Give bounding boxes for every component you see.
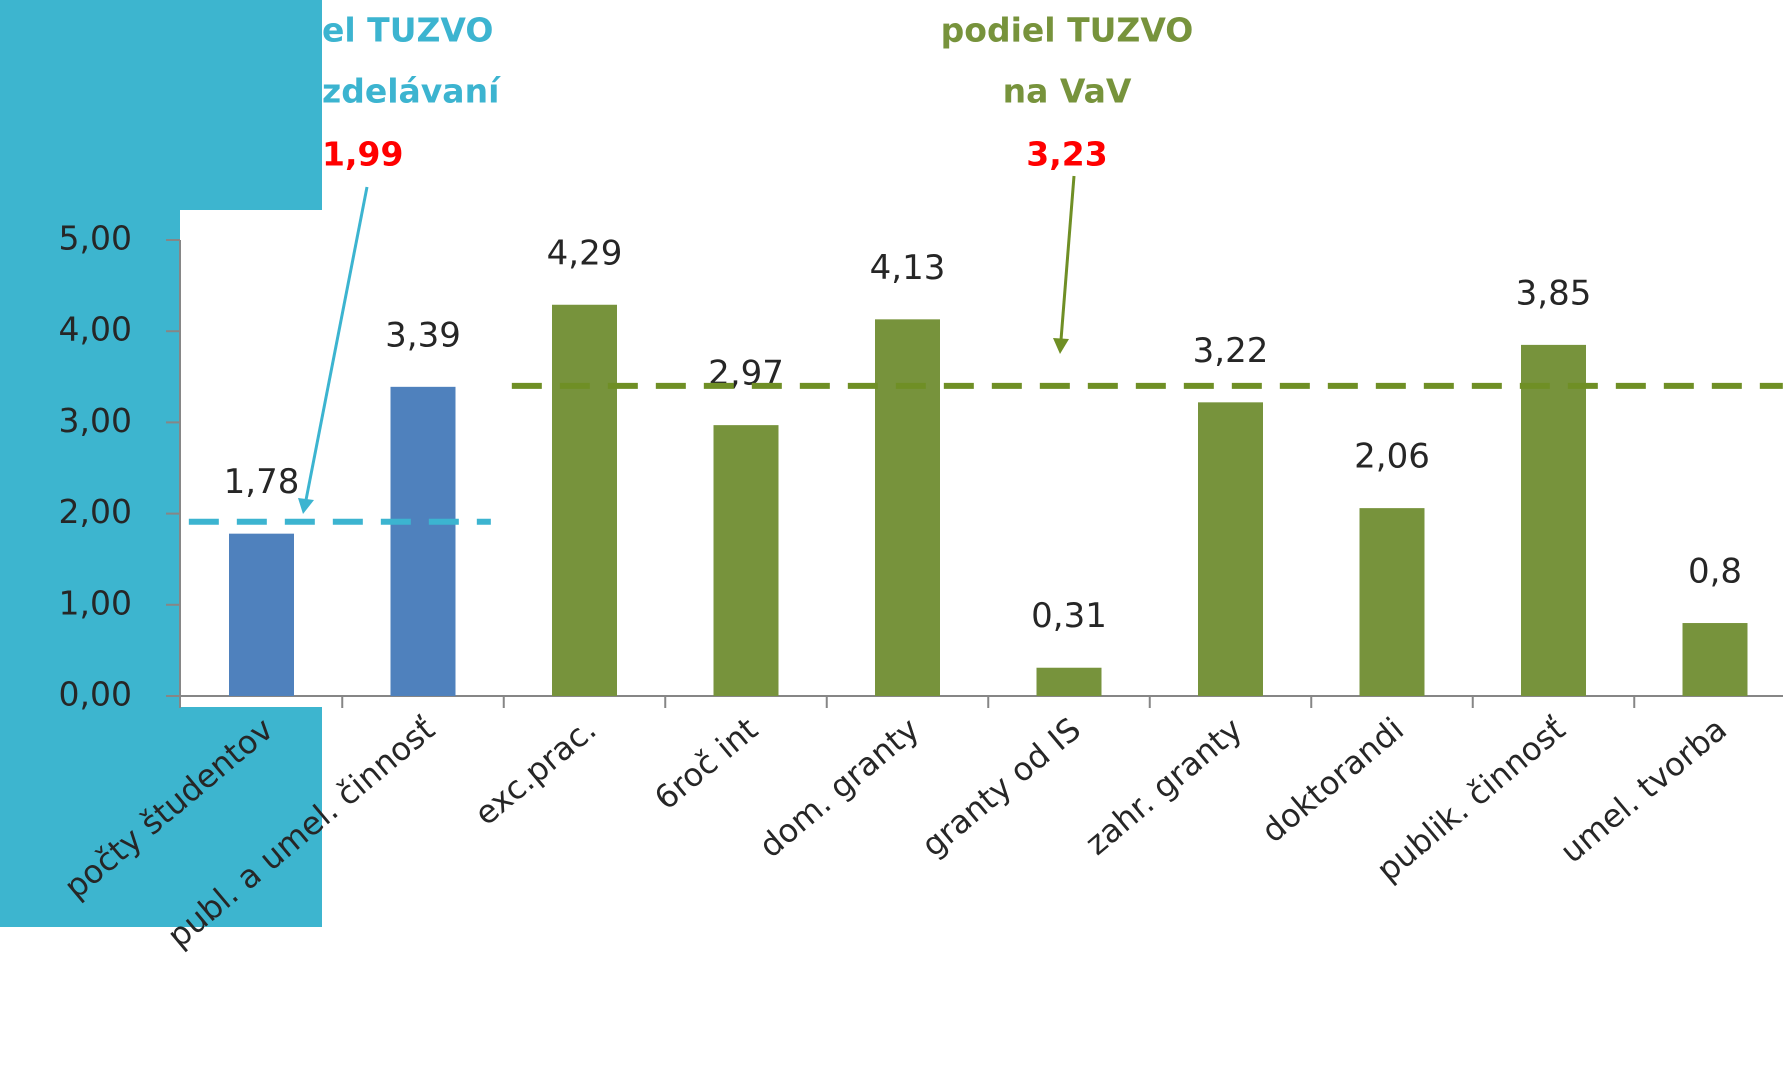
y-tick-label: 4,00 bbox=[59, 310, 132, 349]
arrow-head bbox=[298, 498, 314, 514]
annotation: el TUZVO bbox=[322, 11, 493, 50]
bar bbox=[1036, 667, 1102, 696]
annotation-value: 1,99 bbox=[322, 135, 403, 174]
value-label: 4,29 bbox=[547, 233, 623, 273]
bar bbox=[229, 533, 294, 696]
x-tick-label: doktorandi bbox=[1254, 710, 1411, 850]
x-tick-label: umel. tvorba bbox=[1553, 710, 1734, 871]
y-tick-label: 2,00 bbox=[59, 492, 132, 531]
x-tick-label: exc.prac. bbox=[467, 710, 603, 833]
arrow-head bbox=[1053, 338, 1069, 354]
x-tick-label: 6roč int bbox=[647, 710, 765, 817]
y-tick-label: 0,00 bbox=[59, 675, 132, 714]
y-tick-label: 3,00 bbox=[59, 401, 132, 440]
bar bbox=[1682, 623, 1748, 696]
bar bbox=[713, 425, 779, 696]
annotation-value: 3,23 bbox=[1026, 135, 1107, 174]
background-panel bbox=[0, 0, 322, 927]
value-label: 3,85 bbox=[1516, 273, 1592, 313]
bar bbox=[1521, 344, 1586, 696]
value-label: 4,13 bbox=[870, 248, 946, 288]
y-tick-label: 5,00 bbox=[59, 219, 132, 258]
value-label: 3,39 bbox=[385, 315, 461, 355]
bar bbox=[552, 304, 617, 696]
annotation: na VaV bbox=[1003, 72, 1132, 111]
x-tick-label: dom. granty bbox=[752, 710, 927, 865]
annotation: zdelávaní bbox=[322, 72, 501, 111]
bar bbox=[875, 319, 940, 696]
bar bbox=[1198, 402, 1263, 696]
arrow bbox=[304, 186, 369, 501]
value-label: 2,06 bbox=[1354, 437, 1430, 477]
x-tick-label: granty od IS bbox=[914, 710, 1088, 864]
value-label: 0,8 bbox=[1688, 552, 1742, 592]
value-label: 0,31 bbox=[1031, 596, 1107, 636]
bar bbox=[390, 386, 456, 696]
y-tick-label: 1,00 bbox=[59, 583, 132, 622]
annotation: podiel TUZVO bbox=[941, 11, 1194, 50]
arrow bbox=[1059, 175, 1076, 341]
x-tick-label: zahr. granty bbox=[1078, 710, 1250, 863]
value-label: 3,22 bbox=[1193, 331, 1269, 371]
value-label: 1,78 bbox=[224, 462, 300, 502]
bar bbox=[1359, 508, 1425, 696]
